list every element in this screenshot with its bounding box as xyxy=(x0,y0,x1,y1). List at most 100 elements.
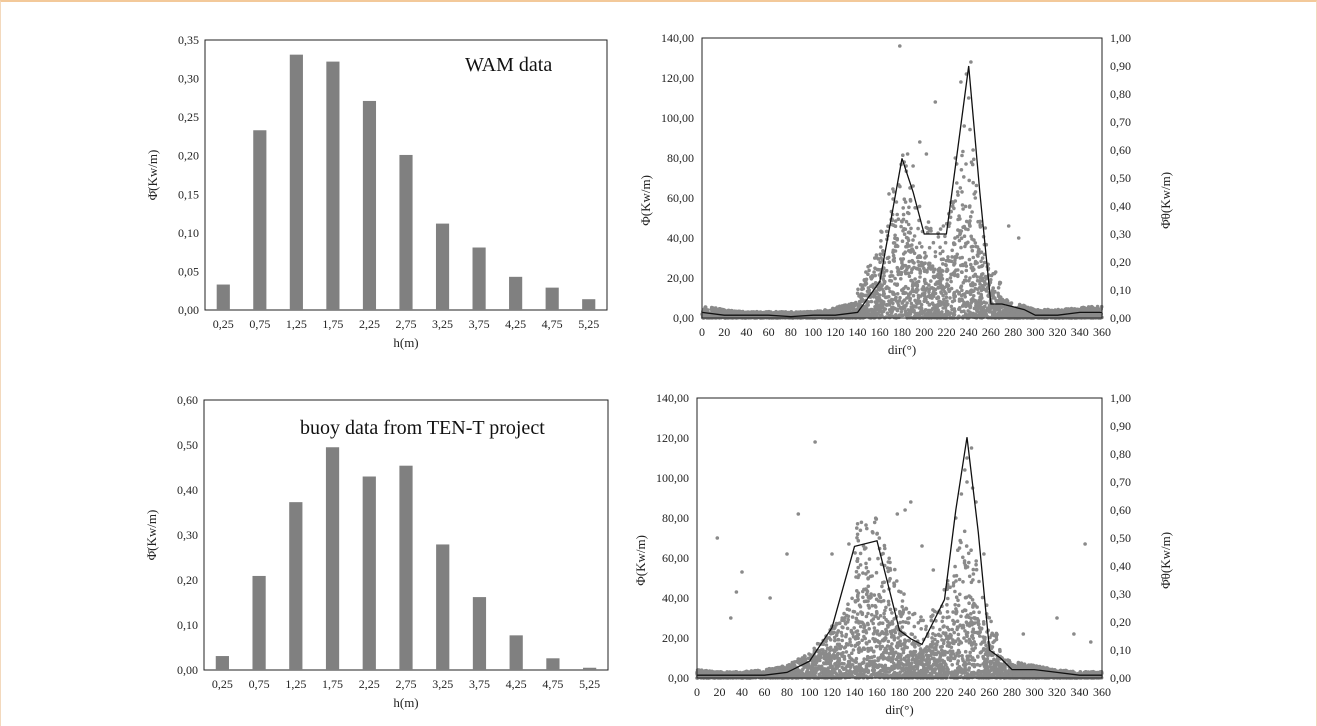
scatter-point xyxy=(944,269,949,274)
scatter-point xyxy=(796,310,800,315)
x-tick-label: 100 xyxy=(804,325,822,339)
scatter-point xyxy=(962,636,966,640)
scatter-point xyxy=(956,217,960,222)
scatter-point xyxy=(870,613,874,617)
scatter-point xyxy=(960,270,964,275)
bar xyxy=(472,597,487,670)
scatter-point xyxy=(906,271,911,276)
scatter-point xyxy=(960,654,964,658)
scatter-point xyxy=(963,204,968,209)
scatter-point xyxy=(1007,314,1011,318)
scatter-point xyxy=(972,157,976,162)
scatter-point xyxy=(968,305,972,310)
scatter-point xyxy=(928,261,932,266)
scatter-point xyxy=(890,611,894,615)
scatter-point xyxy=(976,219,980,224)
x-tick-label: 4,75 xyxy=(542,317,563,331)
scatter-point xyxy=(891,258,896,263)
bar xyxy=(509,635,523,670)
scatter-point xyxy=(927,245,932,250)
scatter-point xyxy=(874,644,879,649)
scatter-point xyxy=(877,592,881,597)
x-tick-label: 320 xyxy=(1049,325,1067,339)
scatter-point xyxy=(858,293,863,298)
scatter-point xyxy=(955,273,960,277)
scatter-outlier xyxy=(962,124,966,128)
scatter-point xyxy=(980,256,985,260)
scatter-point xyxy=(960,153,964,158)
y-tick-label: 0,20 xyxy=(178,149,199,163)
scatter-point xyxy=(878,621,882,625)
x-tick-label: 4,25 xyxy=(506,677,527,691)
scatter-point xyxy=(908,249,912,254)
scatter-point xyxy=(903,227,908,231)
scatter-points xyxy=(695,440,1104,680)
scatter-point xyxy=(960,190,964,194)
scatter-point xyxy=(941,293,945,298)
scatter-point xyxy=(912,251,917,256)
scatter-point xyxy=(917,204,922,209)
y-tick-label: 0,00 xyxy=(668,671,689,685)
y-axis-label: Φ̄(Kw/m) xyxy=(145,150,160,201)
bar xyxy=(546,658,560,670)
scatter-point xyxy=(961,292,965,297)
scatter-point xyxy=(789,311,793,315)
scatter-point xyxy=(992,309,997,313)
scatter-point xyxy=(960,255,964,260)
bar xyxy=(289,54,303,311)
scatter-point xyxy=(869,284,874,288)
scatter-point xyxy=(866,265,870,269)
scatter-point xyxy=(929,226,933,231)
scatter-point xyxy=(911,293,916,298)
scatter-point xyxy=(836,637,841,642)
scatter-point xyxy=(1043,315,1048,320)
x-tick-label: 1,25 xyxy=(285,677,306,691)
scatter-point xyxy=(977,286,982,290)
x-axis-label: dir(°) xyxy=(888,342,916,357)
scatter-point xyxy=(941,249,945,254)
y-tick-label: 0,30 xyxy=(177,528,198,542)
scatter-point xyxy=(929,279,933,283)
bar xyxy=(583,667,597,670)
scatter-point xyxy=(718,307,722,311)
scatter-point xyxy=(993,270,998,274)
scatter-point xyxy=(1077,313,1081,317)
scatter-point xyxy=(876,286,881,291)
scatter-point xyxy=(922,269,927,274)
y-tick-label: 0,10 xyxy=(177,618,198,632)
scatter-point xyxy=(843,303,848,307)
y2-tick-label: 0,20 xyxy=(1110,255,1131,269)
bar xyxy=(435,223,450,310)
scatter-point xyxy=(933,308,938,313)
x-tick-label: 3,75 xyxy=(469,317,490,331)
scatter-point xyxy=(964,219,969,224)
scatter-point xyxy=(866,272,870,277)
scatter-point xyxy=(881,292,886,297)
scatter-point xyxy=(1090,308,1095,313)
y-tick-label: 0,00 xyxy=(178,303,199,317)
x-axis-label: h(m) xyxy=(393,695,418,710)
scatter-point xyxy=(905,313,909,317)
scatter-point xyxy=(943,240,948,245)
scatter-point xyxy=(953,199,958,203)
scatter-point xyxy=(880,313,884,318)
scatter-point xyxy=(896,636,900,640)
y2-tick-label: 0,50 xyxy=(1110,531,1131,545)
scatter-point xyxy=(961,302,966,307)
scatter-point xyxy=(908,231,912,235)
y2-axis-label: Φ̄θ(Kw/m) xyxy=(1158,172,1173,229)
scatter-outlier xyxy=(933,100,938,104)
scatter-point xyxy=(958,230,962,234)
scatter-point xyxy=(813,310,818,315)
scatter-point xyxy=(913,298,917,303)
scatter-outlier xyxy=(1006,224,1011,228)
scatter-point xyxy=(721,308,726,313)
scatter-point xyxy=(949,279,953,284)
scatter-point xyxy=(974,301,978,305)
scatter-point xyxy=(963,649,968,654)
scatter-point xyxy=(970,297,975,301)
x-tick-label: 140 xyxy=(849,325,867,339)
scatter-point xyxy=(903,309,908,314)
scatter-point xyxy=(943,234,947,239)
scatter-point xyxy=(914,280,919,285)
